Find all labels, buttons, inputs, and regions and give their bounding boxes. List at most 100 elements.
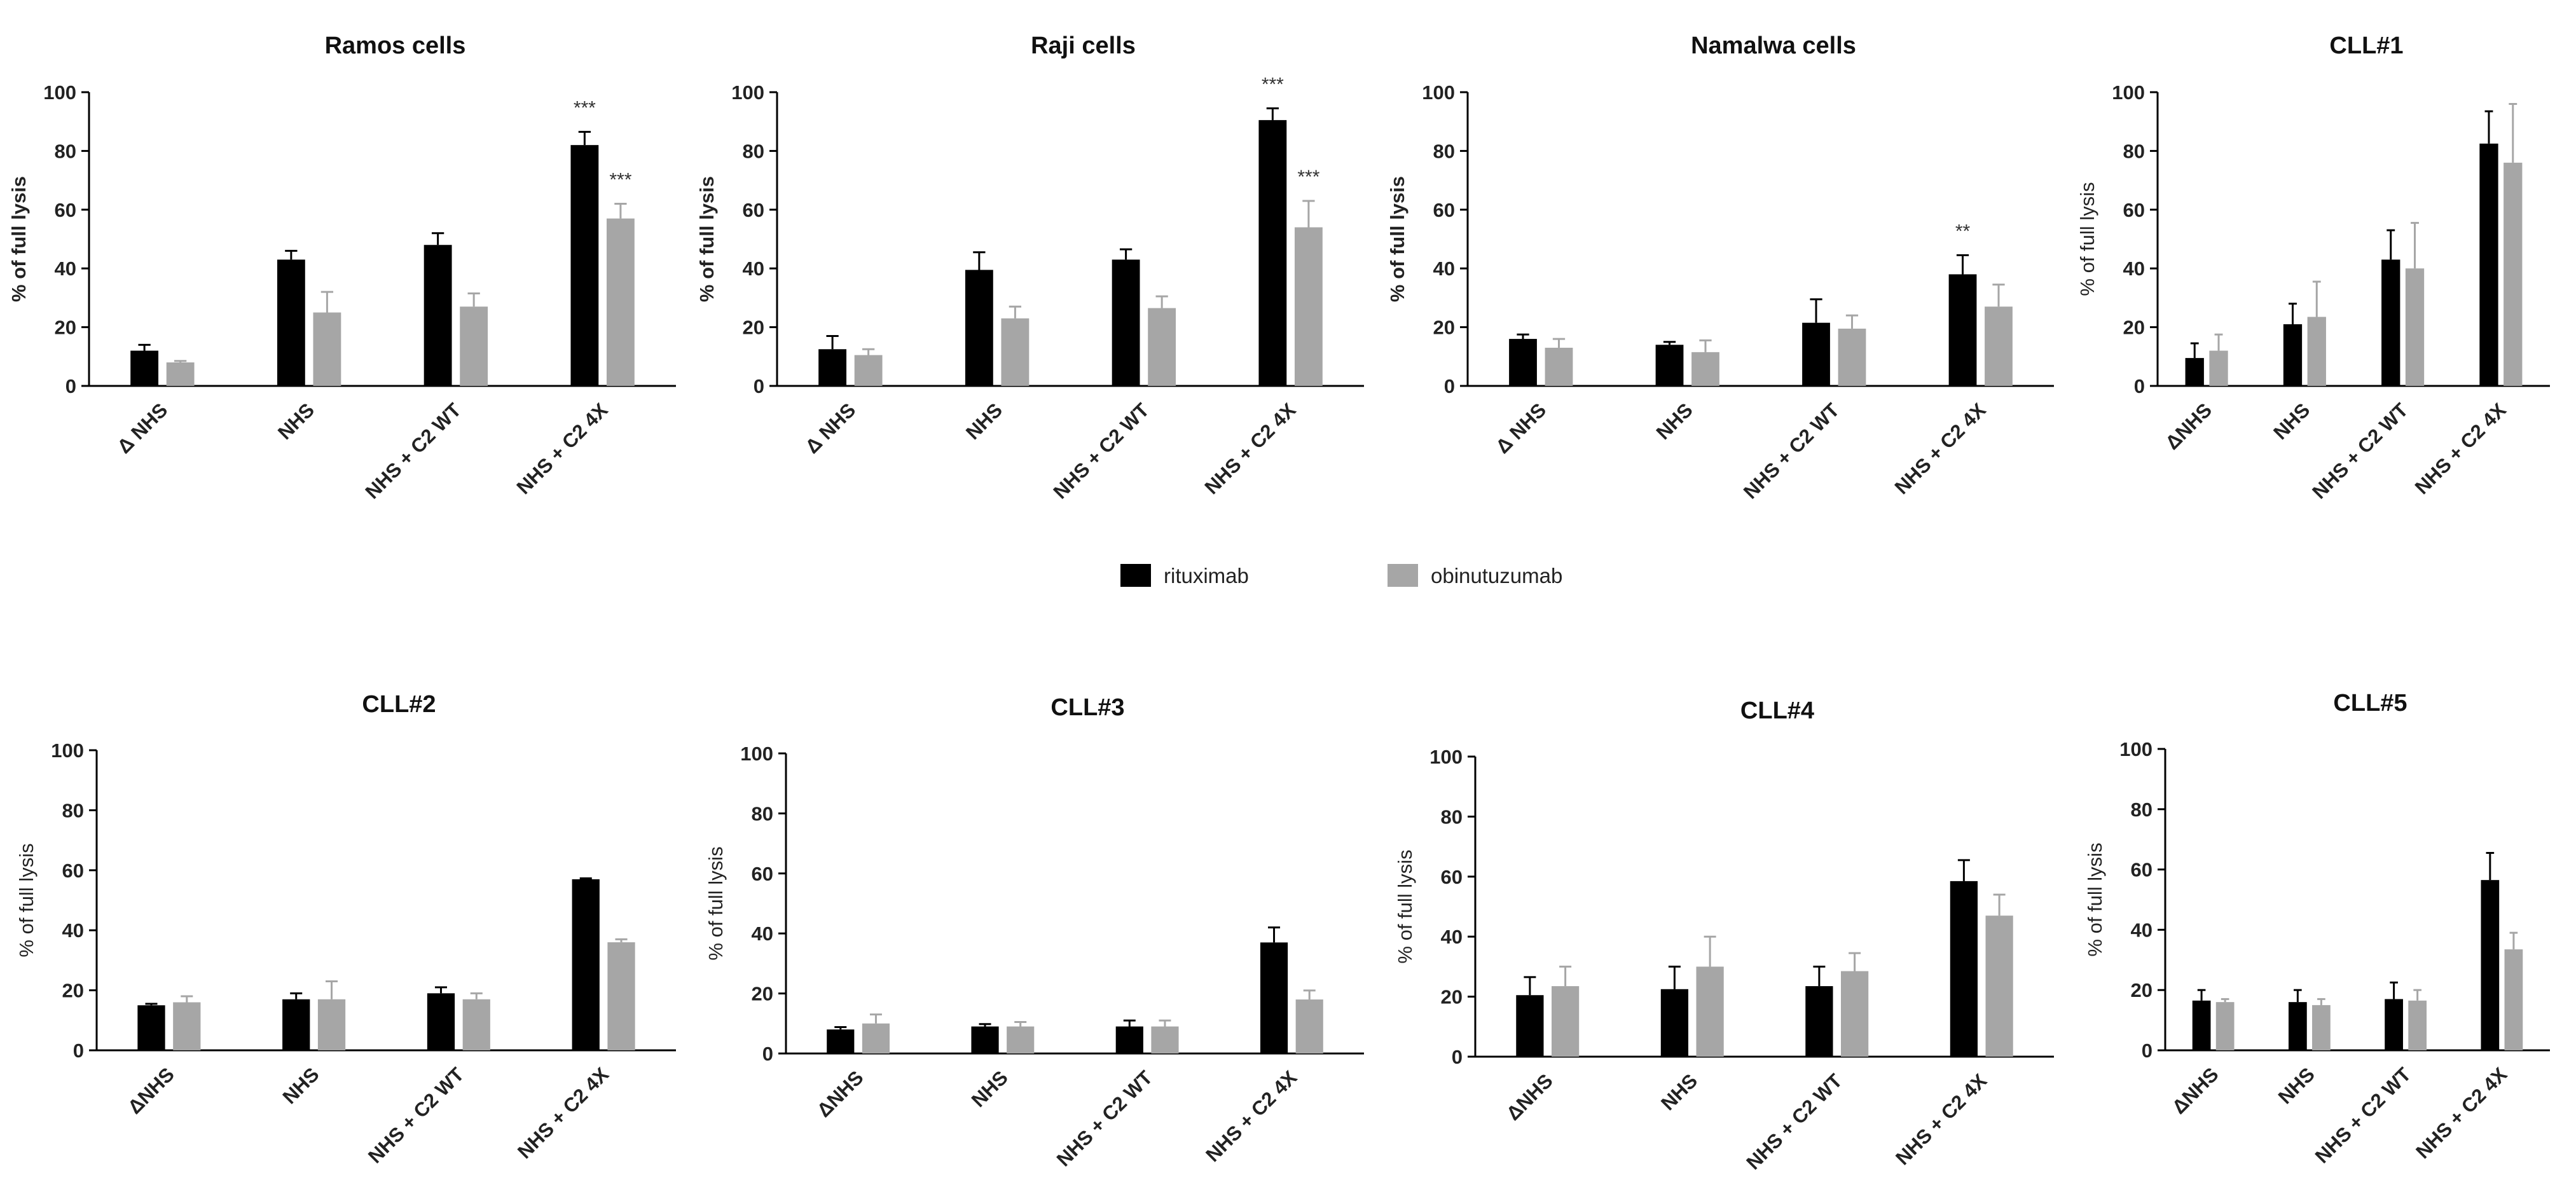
bar-rituximab (282, 999, 310, 1050)
y-tick-label: 80 (1441, 806, 1463, 828)
y-axis-label: % of full lysis (696, 176, 718, 302)
bar-obinutuzumab (317, 999, 346, 1050)
bar-rituximab (818, 349, 847, 386)
bar-obinutuzumab (1545, 347, 1573, 386)
bar-obinutuzumab (173, 1002, 201, 1050)
x-tick-label: NHS + C2 WT (364, 1063, 468, 1167)
y-tick-label: 0 (65, 375, 76, 397)
y-tick-label: 20 (2123, 317, 2145, 339)
x-tick-label: NHS (279, 1063, 324, 1108)
y-tick-label: 40 (62, 919, 84, 942)
y-tick-label: 20 (62, 980, 84, 1002)
bar-rituximab (2479, 143, 2498, 386)
y-tick-label: 40 (752, 923, 773, 945)
x-tick-label: Δ NHS (1491, 399, 1550, 458)
bar-obinutuzumab (1696, 966, 1724, 1057)
y-axis-label: % of full lysis (15, 843, 38, 957)
bar-obinutuzumab (1838, 328, 1866, 386)
charts-group: Ramos cells % of full lysis 0 20 40 60 80 100 Δ … (8, 32, 2550, 1174)
x-tick-label: Δ NHS (801, 399, 860, 458)
y-tick-label: 20 (1441, 986, 1463, 1008)
x-tick-label: ΔNHS (2168, 1063, 2223, 1118)
y-tick-label: 80 (2123, 140, 2145, 162)
bar-obinutuzumab (1295, 999, 1323, 1053)
x-tick-label: NHS + C2 WT (361, 399, 465, 503)
chart-panel-1: Ramos cells % of full lysis 0 20 40 60 80 100 Δ … (8, 32, 676, 503)
x-tick-label: ΔNHS (123, 1063, 179, 1118)
chart-panel-2: Raji cells % of full lysis 0 20 40 60 80 100 Δ N… (696, 32, 1364, 503)
y-tick-label: 0 (2134, 375, 2145, 397)
y-tick-label: 20 (55, 317, 76, 339)
x-tick-label: NHS + C2 4X (1891, 399, 1990, 498)
bar-rituximab (1655, 345, 1684, 386)
y-tick-label: 60 (743, 199, 764, 221)
chart-panel-7: CLL#4 % of full lysis 0 20 40 60 80 100 ΔNHS NHS N… (1394, 697, 2054, 1174)
y-tick-label: 100 (731, 81, 764, 104)
bar-rituximab (1660, 989, 1688, 1057)
x-tick-label: NHS + C2 4X (2411, 1063, 2511, 1163)
y-tick-label: 20 (743, 317, 764, 339)
x-tick-label: ΔNHS (2161, 399, 2216, 454)
legend-swatch-rituximab (1120, 564, 1151, 587)
y-tick-label: 80 (2131, 799, 2152, 821)
chart-title: CLL#4 (1740, 697, 1814, 724)
x-tick-label: NHS + C2 WT (1049, 399, 1154, 503)
bar-rituximab (1260, 942, 1288, 1053)
bar-rituximab (1516, 995, 1544, 1057)
y-tick-label: 100 (740, 743, 773, 765)
x-tick-label: NHS + C2 4X (1201, 1066, 1301, 1166)
y-tick-label: 20 (1433, 317, 1455, 339)
y-tick-label: 80 (55, 140, 76, 162)
bar-obinutuzumab (1841, 971, 1869, 1057)
bar-obinutuzumab (854, 355, 883, 386)
y-tick-label: 0 (762, 1043, 773, 1065)
x-tick-label: Δ NHS (113, 399, 172, 458)
x-tick-label: NHS (2269, 399, 2314, 444)
bar-rituximab (1950, 881, 1978, 1057)
y-tick-label: 60 (1441, 866, 1463, 888)
y-tick-label: 0 (73, 1039, 84, 1062)
x-tick-label: NHS + C2 4X (513, 399, 612, 498)
y-tick-label: 40 (743, 257, 764, 280)
y-tick-label: 0 (1444, 375, 1455, 397)
chart-panel-3: Namalwa cells % of full lysis 0 20 40 60 80 100… (1386, 32, 2054, 503)
y-axis-label: % of full lysis (1394, 849, 1416, 963)
bar-obinutuzumab (1151, 1026, 1179, 1053)
x-tick-label: NHS + C2 4X (1891, 1069, 1991, 1169)
bar-obinutuzumab (2504, 949, 2523, 1050)
y-tick-label: 0 (1452, 1046, 1463, 1068)
chart-title: CLL#1 (2329, 32, 2403, 59)
y-tick-label: 40 (1441, 926, 1463, 948)
x-tick-label: NHS + C2 4X (513, 1063, 613, 1163)
bar-obinutuzumab (2504, 162, 2523, 386)
x-tick-label: NHS (967, 1066, 1012, 1111)
y-tick-label: 80 (1433, 140, 1455, 162)
chart-title: CLL#5 (2333, 690, 2407, 717)
bar-rituximab (2192, 1000, 2211, 1050)
y-tick-label: 60 (55, 199, 76, 221)
chart-panel-5: CLL#2 % of full lysis 0 20 40 60 80 100 ΔNHS NHS N… (15, 691, 676, 1167)
y-tick-label: 100 (2112, 81, 2145, 104)
bar-rituximab (2185, 358, 2204, 386)
chart-title: Namalwa cells (1691, 32, 1856, 59)
y-tick-label: 60 (2131, 859, 2152, 881)
chart-title: Ramos cells (325, 32, 466, 59)
y-tick-label: 60 (62, 860, 84, 882)
bar-obinutuzumab (1552, 986, 1580, 1057)
x-tick-label: ΔNHS (813, 1066, 868, 1122)
x-tick-label: NHS (273, 399, 319, 444)
bar-obinutuzumab (862, 1023, 890, 1053)
x-tick-label: NHS + C2 WT (1742, 1069, 1846, 1174)
chart-title: CLL#3 (1050, 694, 1124, 721)
bar-obinutuzumab (2312, 1005, 2331, 1050)
bar-rituximab (2385, 999, 2403, 1050)
significance-mark: *** (609, 170, 631, 191)
bar-rituximab (1948, 274, 1977, 386)
x-tick-label: NHS (961, 399, 1007, 444)
y-tick-label: 80 (743, 140, 764, 162)
y-tick-label: 40 (2123, 257, 2145, 280)
x-tick-label: ΔNHS (1502, 1069, 1557, 1125)
bar-rituximab (1802, 322, 1830, 386)
bar-rituximab (1509, 339, 1537, 386)
y-tick-label: 40 (2131, 919, 2152, 941)
